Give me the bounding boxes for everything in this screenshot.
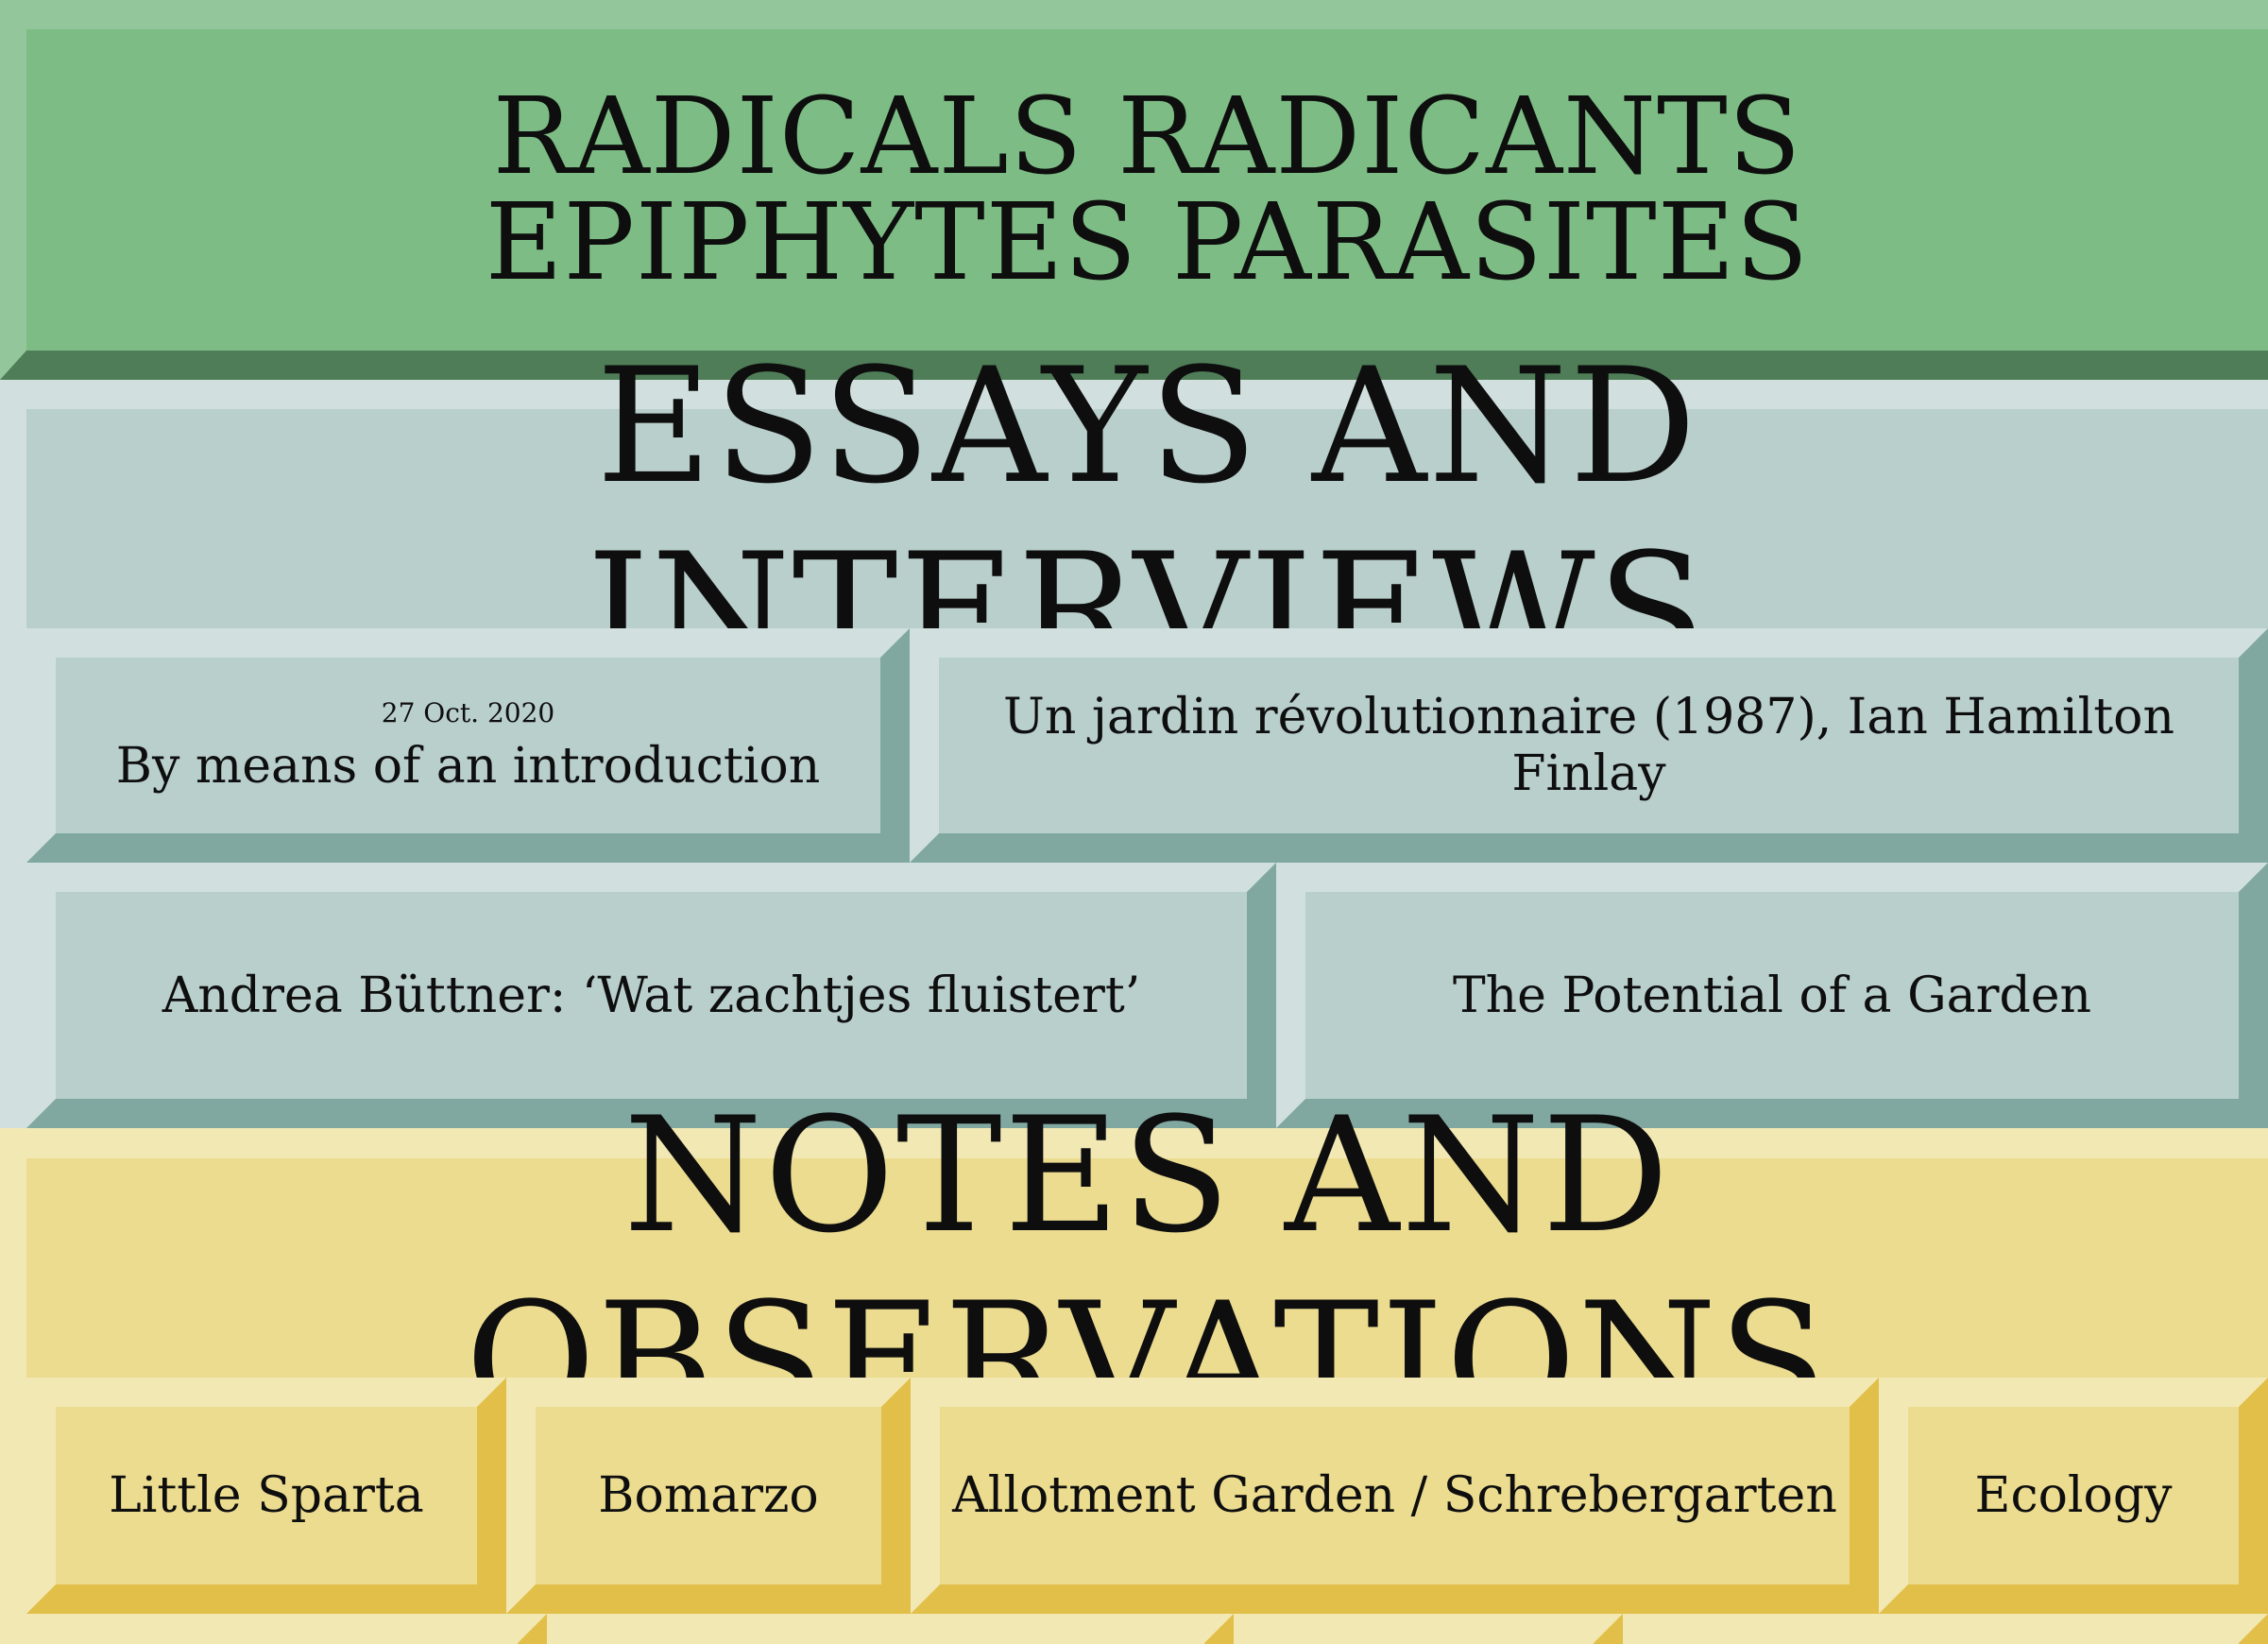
essay-title: By means of an introduction: [115, 737, 821, 795]
note-card-partial[interactable]: [1623, 1614, 2268, 1644]
site-title-band: RADICALS RADICANTS EPIPHYTES PARASITES: [0, 0, 2268, 380]
note-card-bomarzo[interactable]: Bomarzo: [506, 1378, 911, 1614]
essay-card-potential-garden[interactable]: The Potential of a Garden: [1276, 863, 2268, 1128]
note-title: Allotment Garden / Schrebergarten: [952, 1467, 1837, 1524]
note-title: Ecology: [1974, 1467, 2173, 1524]
essay-card-andrea-buttner[interactable]: Andrea Büttner: ‘Wat zachtjes fluistert’: [26, 863, 1276, 1128]
essay-card-introduction[interactable]: 27 Oct. 2020 By means of an introduction: [26, 628, 910, 863]
note-card-allotment-garden[interactable]: Allotment Garden / Schrebergarten: [911, 1378, 1879, 1614]
note-card-partial[interactable]: [26, 1614, 547, 1644]
note-card-ecology[interactable]: Ecology: [1879, 1378, 2268, 1614]
note-card-partial[interactable]: [547, 1614, 1234, 1644]
note-card-partial[interactable]: [1234, 1614, 1623, 1644]
essay-card-un-jardin[interactable]: Un jardin révolutionnaire (1987), Ian Ha…: [910, 628, 2268, 863]
note-card-little-sparta[interactable]: Little Sparta: [26, 1378, 506, 1614]
site-title[interactable]: RADICALS RADICANTS EPIPHYTES PARASITES: [485, 76, 1810, 304]
note-title: Bomarzo: [598, 1467, 819, 1524]
notes-header: NOTES AND OBSERVATIONS: [26, 1083, 2268, 1453]
essays-header: ESSAYS AND INTERVIEWS: [26, 334, 2268, 704]
essay-date: 27 Oct. 2020: [381, 696, 555, 728]
essay-title: Un jardin révolutionnaire (1987), Ian Ha…: [1003, 689, 2174, 802]
essay-title: The Potential of a Garden: [1452, 967, 2092, 1024]
essay-title: Andrea Büttner: ‘Wat zachtjes fluistert’: [162, 967, 1141, 1024]
note-title: Little Sparta: [109, 1467, 424, 1524]
